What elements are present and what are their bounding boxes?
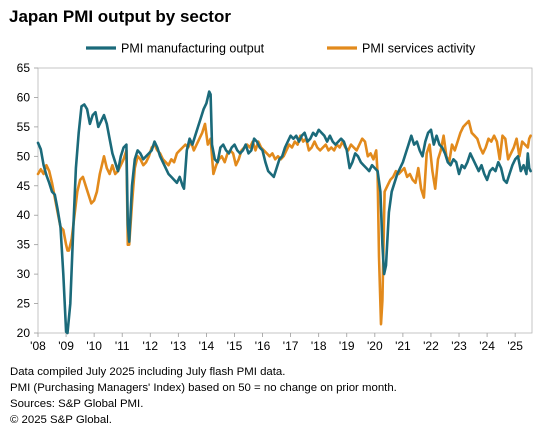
series-line-manufacturing [36, 90, 532, 335]
series-layer [36, 90, 532, 335]
y-tick-label: 25 [17, 297, 31, 311]
y-tick-label: 60 [17, 90, 31, 104]
y-tick-label: 45 [17, 179, 31, 193]
y-tick-label: 65 [17, 61, 31, 75]
axes: 20 25 30 35 40 45 50 55 60 65 '08 '09 '10 '11 '12 '13 '1… [17, 61, 533, 353]
plot-frame [37, 67, 533, 334]
y-tick-label: 50 [17, 149, 31, 163]
x-tick-label: '22 [423, 339, 439, 353]
x-tick-label: '08 [30, 339, 46, 353]
x-tick-label: '19 [339, 339, 355, 353]
x-tick-label: '09 [58, 339, 74, 353]
x-tick-label: '13 [171, 339, 187, 353]
x-tick-label: '20 [367, 339, 383, 353]
x-tick-label: '12 [142, 339, 158, 353]
y-tick-label: 20 [17, 326, 31, 340]
y-tick-label: 55 [17, 120, 31, 134]
x-tick-label: '10 [86, 339, 102, 353]
y-tick-label: 35 [17, 238, 31, 252]
note-line: PMI (Purchasing Managers' Index) based o… [10, 382, 397, 394]
note-line: © 2025 S&P Global. [10, 414, 112, 426]
x-tick-label: '15 [227, 339, 243, 353]
x-tick-label: '16 [255, 339, 271, 353]
x-tick-label: '14 [199, 339, 215, 353]
legend: PMI manufacturing output PMI services act… [86, 42, 476, 56]
x-tick-label: '24 [479, 339, 495, 353]
x-tick-label: '17 [283, 339, 299, 353]
chart-notes: Data compiled July 2025 including July f… [10, 364, 397, 428]
x-tick-label: '18 [311, 339, 327, 353]
chart-title: Japan PMI output by sector [9, 7, 231, 26]
x-tick-label: '23 [451, 339, 467, 353]
x-tick-label: '11 [115, 339, 130, 353]
note-line: Data compiled July 2025 including July f… [10, 366, 286, 378]
x-tick-label: '25 [507, 339, 523, 353]
legend-label: PMI services activity [362, 42, 476, 56]
x-tick-label: '21 [395, 339, 411, 353]
note-line: Sources: S&P Global PMI. [10, 398, 144, 410]
legend-label: PMI manufacturing output [121, 42, 265, 56]
y-tick-label: 40 [17, 208, 31, 222]
y-tick-label: 30 [17, 267, 31, 281]
